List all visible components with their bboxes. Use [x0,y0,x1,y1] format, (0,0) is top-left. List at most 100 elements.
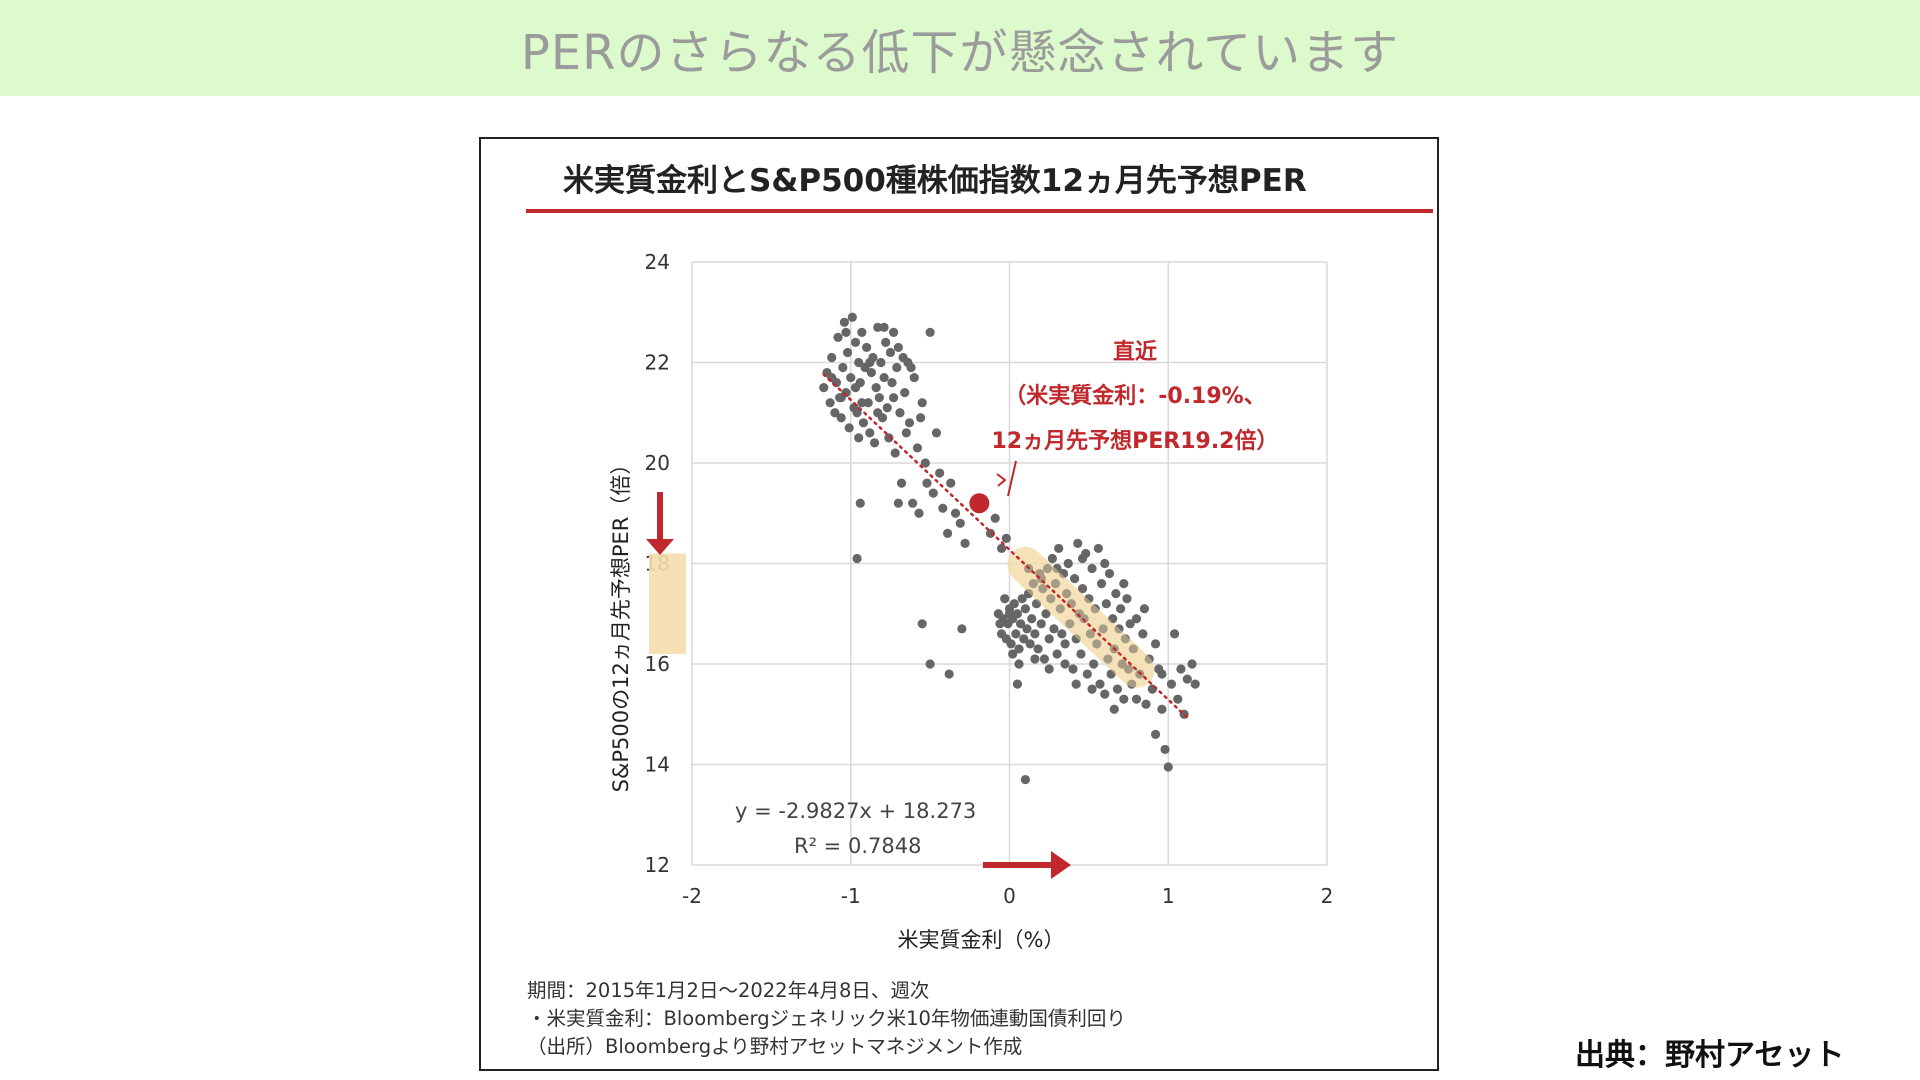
data-point [863,398,873,408]
data-point [955,518,965,528]
data-point [1084,594,1094,604]
data-point [1160,744,1170,755]
data-point [1071,679,1081,689]
data-point [935,468,945,478]
data-point [865,357,875,368]
data-point [1100,689,1110,699]
data-point [1090,604,1100,614]
data-point [1008,649,1018,659]
data-point [946,478,956,488]
data-point [1187,659,1197,669]
y-tick-label: 22 [645,351,670,375]
data-point [825,398,835,408]
data-point [1085,629,1096,639]
y-tick-label: 24 [645,250,670,274]
data-point [1014,659,1024,669]
note-source: （出所）Bloombergより野村アセットマネジメント作成 [527,1035,1023,1058]
data-point [1057,629,1067,639]
data-point [1000,594,1010,604]
data-point [990,513,1000,523]
data-point [1027,614,1037,624]
data-point [920,458,930,468]
regression-equation: y = -2.9827x + 18.273 [735,799,976,823]
data-point [1039,654,1050,664]
data-point [1104,568,1115,579]
y-tick-label: 20 [645,451,670,475]
data-point [1093,543,1103,554]
data-point [1131,614,1142,624]
data-point [852,408,862,418]
data-point [1011,629,1021,639]
data-point [1127,679,1137,689]
data-point [1157,669,1167,679]
data-point [1120,634,1130,644]
data-point [1041,609,1051,619]
data-point [1071,634,1081,644]
data-point [1001,533,1011,543]
data-point [1055,604,1065,614]
data-point [1125,619,1135,629]
data-point [931,428,942,438]
data-point [846,372,856,383]
data-point [1020,604,1030,614]
data-point [871,383,881,393]
regression-line [822,373,1189,719]
data-point [1068,664,1078,674]
data-point [850,337,861,347]
data-point [1069,573,1080,584]
data-point [1058,568,1069,579]
source-credit: 出典：野村アセット [1575,1038,1845,1073]
data-point [1109,704,1119,714]
data-point [904,418,915,428]
data-point [1106,669,1116,679]
data-point [1016,619,1026,629]
data-point [887,378,897,388]
latest-label-per: 12ヵ月先予想PER19.2倍） [992,428,1279,454]
data-point [1012,609,1023,619]
chart-notes: 期間：2015年1月2日～2022年4月8日、週次 ・米実質金利：Bloombe… [527,977,1126,1061]
data-point [1077,584,1088,594]
data-point [1190,679,1200,689]
data-point [866,367,876,378]
data-point [1119,579,1129,589]
data-point [1030,629,1040,639]
data-point [836,413,846,423]
x-right-arrow-head [1051,851,1071,879]
data-point [916,413,926,423]
data-point [1006,639,1016,649]
x-tick-label: -1 [841,884,861,908]
data-point [869,438,880,448]
data-point [950,508,961,518]
data-point [996,543,1007,554]
data-point [1031,599,1042,609]
data-point [1060,659,1070,669]
y-tick-label: 16 [645,652,670,676]
data-point [838,362,848,373]
data-point [819,383,829,393]
note-definition: ・米実質金利：Bloombergジェネリック米10年物価連動国債利回り [527,1007,1126,1030]
data-point [830,408,840,418]
data-point [1063,558,1073,569]
data-point [1119,694,1129,704]
callout-arrow-line [1007,460,1017,497]
data-point [850,383,861,393]
data-point [1139,604,1150,614]
data-point [854,433,864,443]
data-point [900,388,910,398]
data-point [1022,624,1032,634]
data-point [892,362,902,373]
data-point [1122,594,1132,604]
latest-point-marker [969,493,990,514]
data-point [1123,664,1134,674]
data-point [1036,619,1046,629]
data-point [1131,694,1142,704]
data-point [938,503,948,513]
data-point [922,478,932,488]
data-point [944,669,954,679]
data-point [928,488,938,498]
data-point [925,327,935,337]
data-point [893,498,903,508]
data-point [873,322,883,332]
data-point [854,357,864,368]
data-point [1052,649,1062,659]
